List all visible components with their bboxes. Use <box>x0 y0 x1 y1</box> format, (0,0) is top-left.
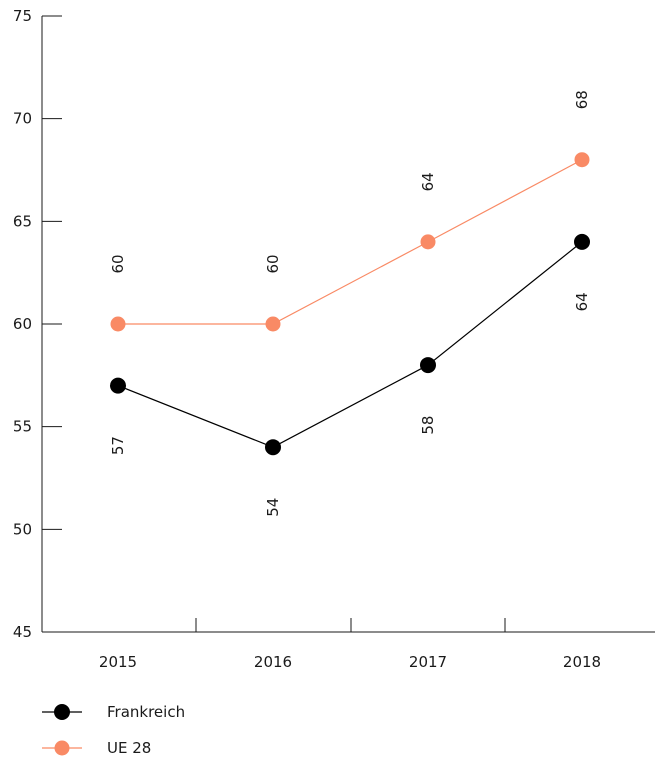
legend-item: Frankreich <box>42 703 185 721</box>
y-tick-label: 75 <box>13 7 32 25</box>
chart-axes: 45 50 55 60 65 70 75 2015 2016 2017 2018 <box>13 7 655 671</box>
chart-series: 60 60 64 68 57 54 58 64 <box>109 90 591 517</box>
data-label: 64 <box>419 172 437 191</box>
data-point <box>265 439 281 456</box>
y-tick-label: 45 <box>13 623 32 641</box>
x-tick-label: 2017 <box>409 653 447 671</box>
data-point <box>110 316 126 332</box>
y-tick-label: 65 <box>13 212 32 230</box>
series-ue-28: 60 60 64 68 <box>109 90 591 332</box>
data-label: 58 <box>419 416 437 435</box>
data-point <box>110 377 126 394</box>
data-point <box>420 234 436 250</box>
data-label: 54 <box>264 498 282 517</box>
x-tick-label: 2015 <box>99 653 137 671</box>
legend-label: Frankreich <box>107 703 185 721</box>
x-tick-label: 2016 <box>254 653 292 671</box>
data-label: 57 <box>109 436 127 455</box>
legend-marker <box>54 704 70 720</box>
data-point <box>420 357 436 374</box>
y-tick-label: 55 <box>13 418 32 436</box>
data-point <box>574 152 590 168</box>
legend-label: UE 28 <box>107 739 151 757</box>
legend-marker <box>54 740 70 756</box>
series-frankreich: 57 54 58 64 <box>109 233 591 517</box>
data-label: 60 <box>264 254 282 273</box>
data-label: 68 <box>573 90 591 109</box>
x-tick-label: 2018 <box>563 653 601 671</box>
data-point <box>265 316 281 332</box>
series-line <box>118 159 583 325</box>
y-tick-label: 60 <box>13 315 32 333</box>
y-tick-label: 50 <box>13 520 32 538</box>
data-point <box>574 233 590 250</box>
legend-item: UE 28 <box>42 739 151 757</box>
data-label: 64 <box>573 292 591 311</box>
y-tick-label: 70 <box>13 110 32 128</box>
chart-legend: Frankreich UE 28 <box>42 703 185 757</box>
data-label: 60 <box>109 254 127 273</box>
series-line <box>117 241 583 448</box>
